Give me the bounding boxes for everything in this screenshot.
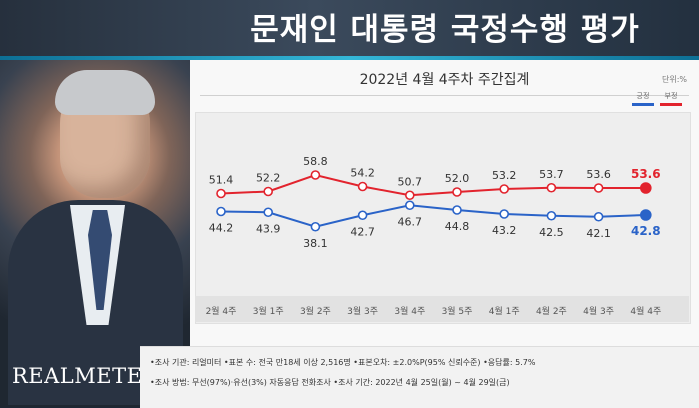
data-point-negative — [405, 190, 415, 201]
data-point-negative — [546, 182, 557, 193]
x-tick-label: 4월 2주 — [536, 305, 567, 317]
data-point-positive — [452, 205, 462, 215]
data-point-negative — [452, 187, 462, 197]
data-label-positive: 42.8 — [631, 224, 661, 238]
x-tick-label: 3월 3주 — [347, 305, 378, 317]
data-label-positive: 44.2 — [209, 222, 234, 235]
legend-label-positive: 긍정 — [636, 92, 650, 100]
legend-item-positive: 긍정 — [631, 92, 655, 106]
legend-swatch-positive — [632, 103, 654, 106]
data-point-negative — [263, 186, 273, 197]
data-label-positive: 42.5 — [539, 226, 564, 239]
data-point-negative — [310, 170, 321, 180]
footer-line-1: •조사 기관: 리얼미터 •표본 수: 전국 만18세 이상 2,516명 •표… — [150, 358, 536, 367]
x-tick-label: 4월 1주 — [489, 305, 520, 317]
data-point-positive — [405, 200, 415, 211]
data-point-positive — [357, 210, 368, 221]
data-point-negative — [639, 182, 652, 194]
chart-title: 문재인 대통령 국정수행 평가 — [250, 12, 640, 48]
data-label-positive: 46.7 — [398, 215, 423, 228]
photo-hair — [55, 70, 155, 115]
data-label-negative: 58.8 — [303, 155, 328, 168]
realmeter-logo: REALMETER — [12, 364, 159, 388]
series-line-positive — [220, 204, 646, 228]
data-label-negative: 53.2 — [492, 169, 517, 182]
chart-area — [195, 112, 691, 324]
data-point-positive — [216, 206, 226, 217]
data-point-positive — [546, 210, 557, 221]
line-chart: 2월 4주 3월 1주 3월 2주 3월 3주 3월 4주 3월 5주 4월 1주 4월 2주… — [206, 155, 662, 317]
data-label-negative: 54.2 — [350, 167, 375, 180]
data-label-negative: 51.4 — [209, 174, 234, 187]
data-label-negative: 53.6 — [631, 167, 661, 181]
data-point-negative — [593, 183, 604, 193]
x-tick-label: 4월 4주 — [630, 305, 661, 317]
x-tick-label: 3월 1주 — [253, 305, 284, 317]
series-line-negative — [220, 173, 646, 197]
unit-label: 단위:% — [661, 75, 687, 84]
x-tick-label: 4월 3주 — [583, 305, 614, 317]
data-point-positive — [639, 209, 652, 221]
x-tick-label: 2월 4주 — [206, 305, 237, 317]
legend-label-negative: 부정 — [664, 92, 678, 100]
x-axis-band — [195, 296, 689, 322]
legend-swatch-negative — [660, 103, 682, 106]
data-label-negative: 53.6 — [586, 168, 611, 181]
data-label-positive: 43.9 — [256, 222, 281, 235]
legend: 긍정 부정 — [627, 92, 687, 116]
data-point-negative — [499, 184, 510, 194]
data-label-negative: 50.7 — [398, 175, 423, 188]
x-tick-label: 3월 4주 — [394, 305, 425, 317]
data-label-positive: 44.8 — [445, 220, 470, 233]
header-band — [0, 0, 699, 60]
legend-item-negative: 부정 — [659, 92, 683, 106]
chart-subtitle: 2022년 4월 4주차 주간집계 — [359, 72, 530, 88]
data-label-positive: 43.2 — [492, 224, 517, 237]
data-point-negative — [357, 181, 368, 192]
data-point-positive — [310, 221, 321, 232]
data-label-negative: 52.2 — [256, 172, 281, 185]
data-point-positive — [263, 207, 273, 218]
data-label-negative: 53.7 — [539, 168, 564, 181]
x-tick-label: 3월 5주 — [442, 305, 473, 317]
subtitle-divider — [200, 95, 689, 96]
data-point-positive — [499, 209, 510, 219]
data-label-positive: 42.1 — [586, 227, 611, 240]
data-label-negative: 52.0 — [445, 172, 470, 185]
data-label-positive: 38.1 — [303, 237, 328, 250]
survey-footer: •조사 기관: 리얼미터 •표본 수: 전국 만18세 이상 2,516명 •표… — [140, 346, 699, 408]
x-tick-label: 3월 2주 — [300, 305, 331, 317]
data-label-positive: 42.7 — [350, 225, 375, 238]
data-point-negative — [216, 188, 226, 199]
data-point-positive — [593, 211, 604, 222]
footer-line-2: •조사 방법: 무선(97%)·유선(3%) 자동응답 전화조사 •조사 기간:… — [150, 378, 510, 387]
